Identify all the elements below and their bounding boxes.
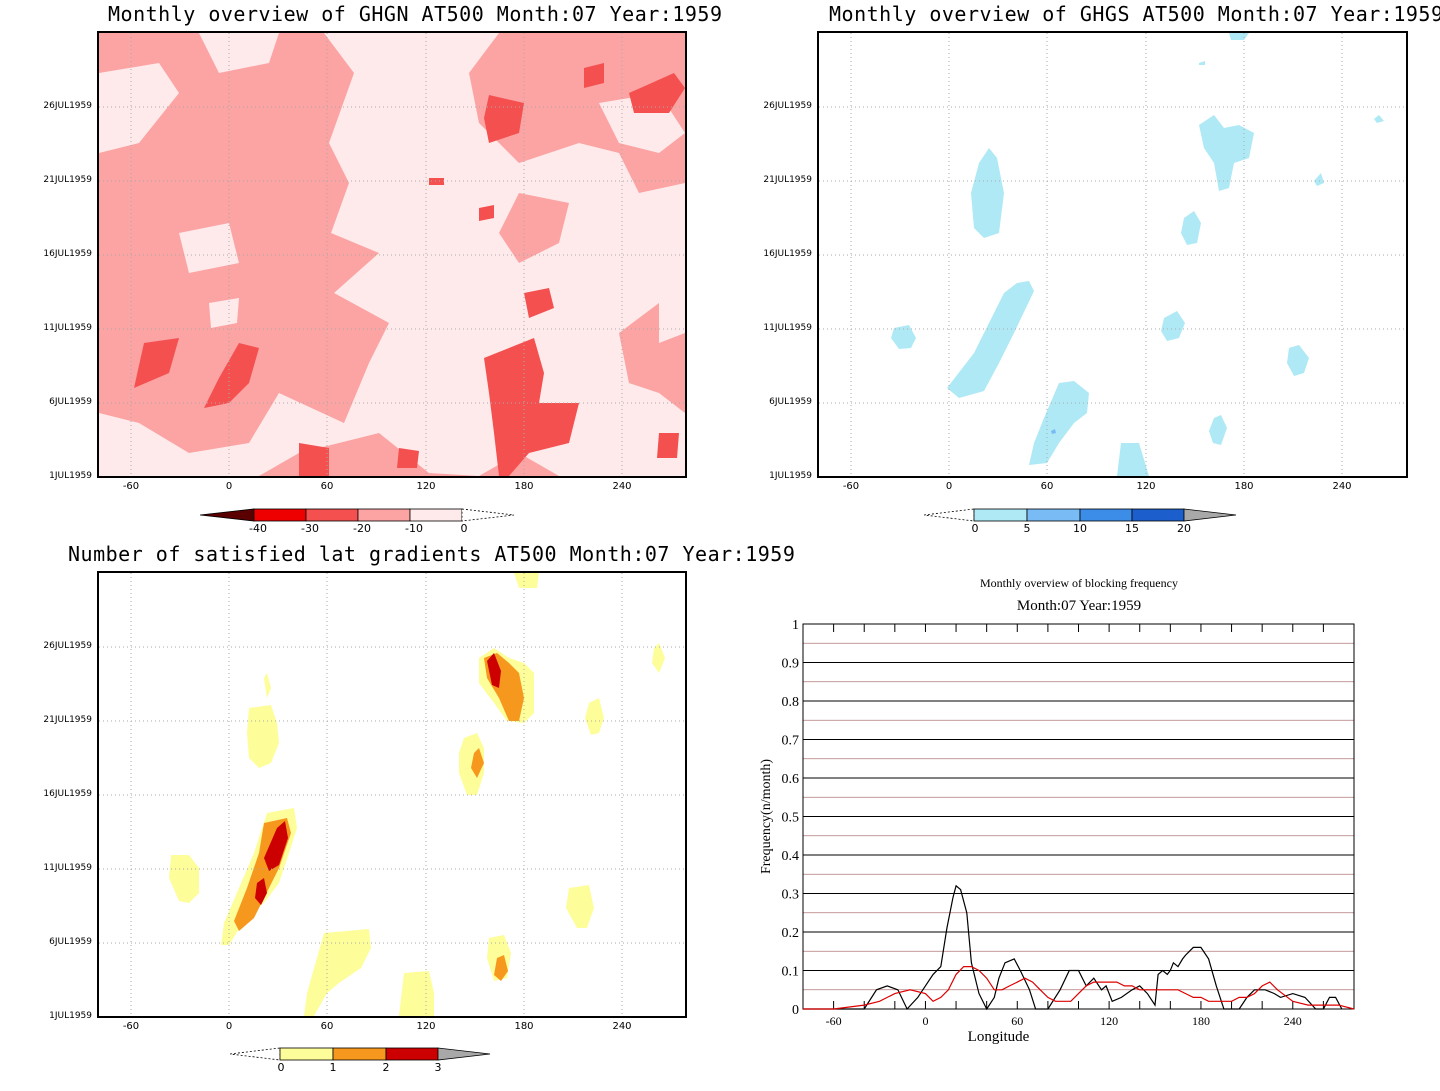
ghgs-title: Monthly overview of GHGS AT500 Month:07 …	[829, 2, 1440, 26]
freq-line-chart: -60 0 60 120 180 240 0 0.1 0.2 0.3 0.4 0.5 0.6 0.7 0.8…	[759, 618, 1355, 1045]
freq-ytick-label: 0.2	[782, 926, 800, 941]
lat-ytick: 6JUL1959	[49, 937, 92, 947]
freq-ytick-label: 0.5	[782, 811, 800, 826]
ghgn-xtick: -60	[122, 481, 140, 492]
freq-series-black-line	[803, 884, 1343, 1011]
lat-colorbar-label: 3	[434, 1061, 442, 1074]
freq-ytick-label: 0.7	[782, 734, 800, 749]
freq-title: Monthly overview of blocking frequency	[980, 576, 1178, 590]
ghgn-xtick: 0	[225, 481, 233, 492]
lat-xtick: 120	[416, 1021, 436, 1032]
lat-colorbar	[230, 1047, 491, 1061]
ghgn-xtick: 180	[514, 481, 534, 492]
lat-ytick: 26JUL1959	[43, 641, 92, 651]
ghgs-ytick: 1JUL1959	[769, 471, 812, 481]
freq-xtick-label: 60	[1011, 1014, 1023, 1028]
lat-xtick: 0	[225, 1021, 233, 1032]
lat-xtick: 240	[612, 1021, 632, 1032]
freq-xtick-label: 240	[1284, 1014, 1302, 1028]
ghgs-ytick: 11JUL1959	[763, 323, 812, 333]
freq-ytick-label: 1	[792, 618, 799, 633]
lat-title: Number of satisfied lat gradients AT500 …	[68, 542, 796, 566]
ghgn-colorbar-label: -40	[249, 522, 267, 535]
freq-ylabel: Frequency(n/month)	[759, 759, 774, 874]
ghgs-colorbar-label: 5	[1023, 522, 1031, 535]
lat-colorbar-label: 0	[277, 1061, 285, 1074]
freq-xtick-label: 0	[922, 1014, 928, 1028]
lat-ytick: 11JUL1959	[43, 863, 92, 873]
ghgn-ytick: 11JUL1959	[43, 323, 92, 333]
ghgs-colorbar	[924, 508, 1237, 522]
ghgn-ytick: 6JUL1959	[49, 397, 92, 407]
lat-ytick: 21JUL1959	[43, 715, 92, 725]
ghgs-xtick: 60	[1040, 481, 1054, 492]
ghgs-xtick: 240	[1332, 481, 1352, 492]
ghgn-ytick: 16JUL1959	[43, 249, 92, 259]
freq-ytick-label: 0.3	[782, 888, 800, 903]
ghgn-xtick: 240	[612, 481, 632, 492]
ghgs-colorbar-label: 0	[971, 522, 979, 535]
ghgn-contour-map	[99, 33, 685, 476]
freq-xlabel: Longitude	[968, 1029, 1030, 1045]
ghgs-colorbar-label: 15	[1125, 522, 1139, 535]
ghgn-plot-area	[97, 31, 687, 478]
freq-xtick-label: 180	[1192, 1014, 1210, 1028]
lat-xtick: 180	[514, 1021, 534, 1032]
ghgs-ytick: 21JUL1959	[763, 175, 812, 185]
ghgn-xtick: 120	[416, 481, 436, 492]
lat-ytick: 1JUL1959	[49, 1011, 92, 1021]
freq-ytick-label: 0.4	[782, 849, 800, 864]
lat-colorbar-label: 1	[329, 1061, 337, 1074]
lat-plot-area	[97, 571, 687, 1018]
ghgn-ytick: 1JUL1959	[49, 471, 92, 481]
freq-ytick-label: 0	[792, 1003, 799, 1018]
ghgs-xtick: 180	[1234, 481, 1254, 492]
ghgn-colorbar-label: -20	[353, 522, 371, 535]
ghgn-xtick: 60	[320, 481, 334, 492]
freq-series-red-line	[803, 966, 1355, 1010]
freq-ytick-label: 0.8	[782, 695, 800, 710]
ghgs-plot-area	[817, 31, 1408, 478]
ghgs-contour-map	[819, 33, 1406, 476]
ghgn-colorbar-label: 0	[460, 522, 468, 535]
ghgs-colorbar-label: 20	[1177, 522, 1191, 535]
lat-contour-map	[99, 573, 685, 1016]
ghgn-colorbar-label: -30	[301, 522, 319, 535]
ghgs-ytick: 16JUL1959	[763, 249, 812, 259]
ghgn-colorbar	[200, 508, 515, 522]
ghgs-ytick: 26JUL1959	[763, 101, 812, 111]
freq-ytick-label: 0.6	[782, 772, 800, 787]
ghgn-ytick: 26JUL1959	[43, 101, 92, 111]
freq-ytick-label: 0.9	[782, 657, 800, 672]
ghgs-xtick: 120	[1136, 481, 1156, 492]
freq-subtitle: Month:07 Year:1959	[1016, 598, 1142, 614]
freq-xtick-label: 120	[1100, 1014, 1118, 1028]
lat-xtick: -60	[122, 1021, 140, 1032]
ghgn-ytick: 21JUL1959	[43, 175, 92, 185]
ghgs-ytick: 6JUL1959	[769, 397, 812, 407]
ghgn-colorbar-label: -10	[405, 522, 423, 535]
freq-ytick-label: 0.1	[782, 965, 800, 980]
ghgs-xtick: -60	[842, 481, 860, 492]
freq-xtick-label: -60	[826, 1014, 842, 1028]
ghgs-colorbar-label: 10	[1073, 522, 1087, 535]
lat-ytick: 16JUL1959	[43, 789, 92, 799]
ghgn-title: Monthly overview of GHGN AT500 Month:07 …	[108, 2, 723, 26]
lat-xtick: 60	[320, 1021, 334, 1032]
lat-colorbar-label: 2	[382, 1061, 390, 1074]
ghgs-xtick: 0	[945, 481, 953, 492]
